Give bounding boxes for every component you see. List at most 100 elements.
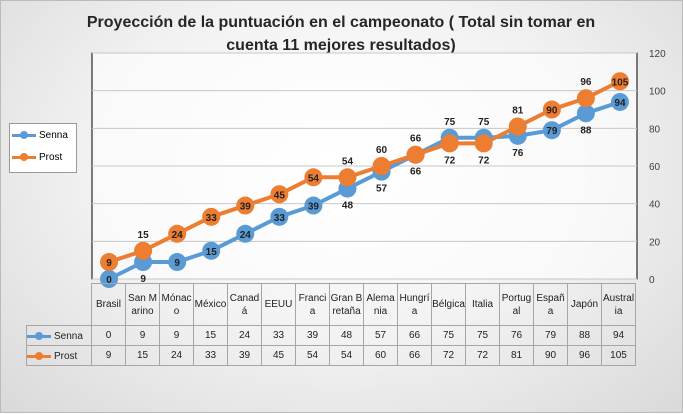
- table-header-row: Brasil San Marino Mónaco México Canadá EEUU Fr…: [27, 283, 636, 326]
- legend: Senna Prost: [9, 123, 77, 173]
- table-cell: 72: [465, 345, 500, 366]
- y-tick-label: 0: [649, 275, 655, 286]
- data-label-senna: 9: [140, 274, 146, 285]
- data-label-prost: 81: [512, 105, 524, 116]
- category-label: Japón: [567, 283, 602, 326]
- data-label-prost: 66: [410, 134, 422, 145]
- table-cell: 45: [261, 345, 296, 366]
- data-label-senna: 66: [410, 167, 422, 178]
- series-line-senna: [108, 100, 621, 281]
- data-label-senna: 57: [376, 184, 388, 195]
- table-cell: 90: [533, 345, 568, 366]
- table-cell: 24: [227, 325, 262, 346]
- data-point-prost: [338, 168, 357, 187]
- row-label: Senna: [26, 325, 92, 346]
- data-label-senna: 79: [546, 126, 558, 137]
- data-label-prost: 45: [274, 190, 286, 201]
- category-label: Gran Bretaña: [329, 283, 364, 326]
- y-tick-label: 100: [649, 87, 666, 98]
- data-label-prost: 90: [546, 106, 558, 117]
- data-label-prost: 96: [580, 77, 592, 88]
- y-tick-label: 40: [649, 200, 661, 211]
- data-point-prost: [406, 145, 425, 164]
- data-label-senna: 88: [580, 125, 592, 136]
- table-cell: 15: [193, 325, 228, 346]
- category-label: Italia: [465, 283, 500, 326]
- table-cell: 57: [363, 325, 398, 346]
- y-tick-label: 60: [649, 162, 661, 173]
- table-row-senna: Senna 0 9 9 15 24 33 39 48 57 66 75 75 76 79 88 94: [26, 325, 636, 346]
- data-point-senna: [202, 241, 221, 260]
- data-label-senna: 0: [106, 275, 112, 286]
- data-label-prost: 54: [308, 173, 320, 184]
- data-point-prost: [202, 207, 221, 226]
- table-cell: 75: [465, 325, 500, 346]
- legend-marker-icon: [12, 152, 36, 161]
- data-point-prost: [134, 241, 153, 260]
- legend-marker-icon: [12, 130, 36, 139]
- y-tick-label: 120: [649, 49, 666, 60]
- table-cell: 75: [431, 325, 466, 346]
- table-cell: 72: [431, 345, 466, 366]
- series-name: Senna: [54, 330, 83, 342]
- table-cell: 0: [91, 325, 126, 346]
- data-point-senna: [236, 224, 255, 243]
- category-label: Francia: [295, 283, 330, 326]
- category-label: San Marino: [125, 283, 160, 326]
- legend-marker-icon: [27, 331, 51, 340]
- data-point-senna: [542, 121, 561, 140]
- data-label-senna: 39: [308, 202, 320, 213]
- data-label-prost: 72: [478, 155, 490, 166]
- data-label-senna: 75: [444, 117, 456, 128]
- table-cell: 96: [567, 345, 602, 366]
- table-cell: 33: [193, 345, 228, 366]
- table-cell: 9: [159, 325, 194, 346]
- table-cell: 33: [261, 325, 296, 346]
- table-corner: [27, 284, 92, 326]
- data-point-senna: [168, 253, 187, 272]
- table-cell: 66: [397, 325, 432, 346]
- y-tick-label: 80: [649, 124, 661, 135]
- data-label-prost: 9: [106, 258, 112, 269]
- data-label-senna: 75: [478, 117, 490, 128]
- legend-label: Prost: [39, 151, 63, 163]
- data-point-prost: [610, 72, 629, 91]
- table-cell: 39: [295, 325, 330, 346]
- category-label: España: [533, 283, 568, 326]
- data-label-prost: 54: [342, 156, 354, 167]
- table-cell: 9: [125, 325, 160, 346]
- table-cell: 54: [329, 345, 364, 366]
- table-cell: 60: [363, 345, 398, 366]
- category-label: Mónaco: [159, 283, 194, 326]
- data-label-prost: 72: [444, 155, 456, 166]
- data-label-prost: 60: [376, 145, 388, 156]
- legend-item-prost: Prost: [12, 146, 76, 168]
- category-label: Bélgica: [431, 283, 466, 326]
- legend-label: Senna: [39, 129, 68, 141]
- data-label-prost: 33: [206, 213, 218, 224]
- data-point-senna: [304, 196, 323, 215]
- series-name: Prost: [54, 350, 78, 362]
- data-point-senna: [270, 207, 289, 226]
- table-cell: 15: [125, 345, 160, 366]
- table-cell: 105: [601, 345, 636, 366]
- data-label-senna: 15: [206, 247, 218, 258]
- data-point-prost: [508, 117, 527, 136]
- table-cell: 79: [533, 325, 568, 346]
- data-point-senna: [576, 104, 595, 123]
- series-line-prost: [108, 79, 621, 264]
- table-cell: 88: [567, 325, 602, 346]
- table-cell: 24: [159, 345, 194, 366]
- legend-marker-icon: [27, 351, 51, 360]
- table-cell: 48: [329, 325, 364, 346]
- table-cell: 76: [499, 325, 534, 346]
- data-point-prost: [576, 89, 595, 108]
- category-label: Australia: [601, 283, 636, 326]
- data-label-senna: 76: [512, 148, 524, 159]
- category-label: Canadá: [227, 283, 262, 326]
- category-label: Alemania: [363, 283, 398, 326]
- legend-item-senna: Senna: [12, 124, 76, 146]
- data-label-senna: 24: [240, 230, 252, 241]
